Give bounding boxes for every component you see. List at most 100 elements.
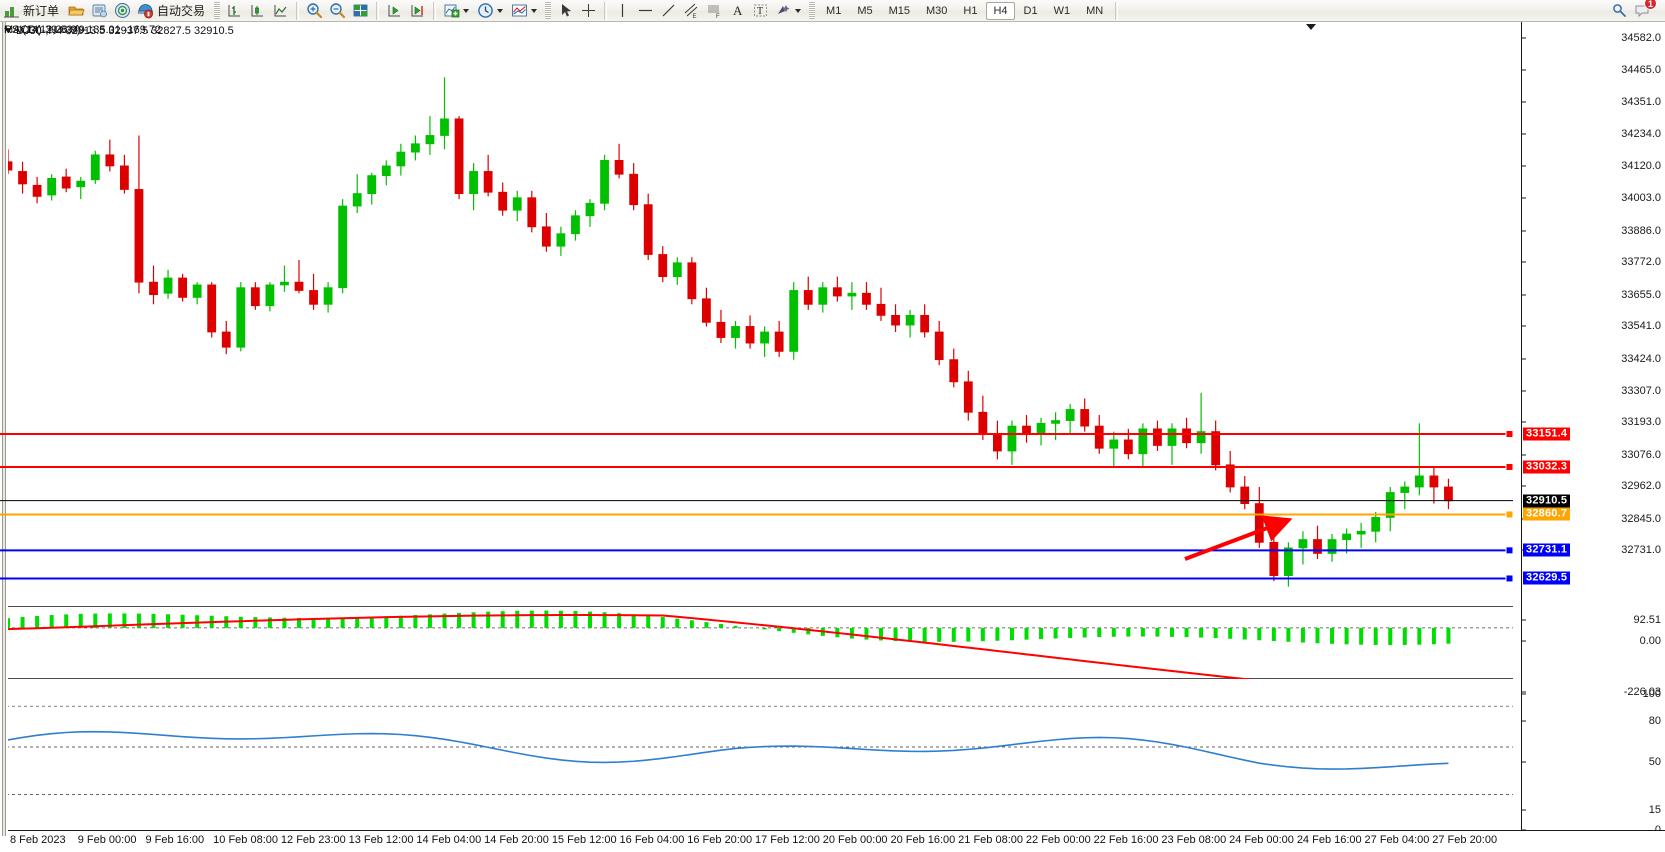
svg-text:F: F xyxy=(716,14,720,19)
price-level-label-resistance[interactable]: 33151.4 xyxy=(1523,428,1570,441)
macd-tick-mark xyxy=(1522,692,1526,693)
toolbar-separator xyxy=(545,2,551,19)
templates-button[interactable] xyxy=(509,1,541,21)
toolbar-separator xyxy=(376,2,379,20)
bar-chart-icon xyxy=(226,2,243,19)
price-panel[interactable]: DJ30-,H4 32913.5 32937.5 32827.5 32910.5 xyxy=(0,22,1513,606)
line-chart-icon xyxy=(272,2,289,19)
signal-icon xyxy=(114,2,131,19)
messages-button[interactable]: 1 xyxy=(1632,1,1653,21)
vertical-line-tool-button[interactable] xyxy=(612,1,633,21)
toolbar-separator xyxy=(296,2,299,20)
rsi-tick-label: 15 xyxy=(1649,804,1661,816)
price-tick-label: 34582.0 xyxy=(1621,32,1661,44)
profiles-button[interactable] xyxy=(66,1,87,21)
toolbar-separator xyxy=(433,2,436,20)
price-tick-label: 34234.0 xyxy=(1621,128,1661,140)
price-tick-mark xyxy=(1522,165,1526,166)
chevron-down-icon[interactable] xyxy=(531,9,537,13)
price-tick-label: 33307.0 xyxy=(1621,385,1661,397)
rsi-tick-mark xyxy=(1522,694,1526,695)
price-tick-mark xyxy=(1522,38,1526,39)
market-watch-button[interactable] xyxy=(112,1,133,21)
timeframe-mn[interactable]: MN xyxy=(1079,2,1110,20)
chart-scroll-caret-icon[interactable] xyxy=(1306,24,1316,30)
chevron-down-icon[interactable] xyxy=(463,9,469,13)
price-tick-label: 33886.0 xyxy=(1621,225,1661,237)
timeframe-m30[interactable]: M30 xyxy=(919,2,954,20)
timeframe-m1[interactable]: M1 xyxy=(819,2,848,20)
search-button[interactable] xyxy=(1609,1,1630,21)
data-window-button[interactable] xyxy=(350,1,371,21)
bar-chart-button[interactable] xyxy=(224,1,245,21)
auto-scroll-button[interactable] xyxy=(407,1,428,21)
timeframe-m15[interactable]: M15 xyxy=(882,2,917,20)
equidistant-channel-tool-button[interactable]: E xyxy=(681,1,702,21)
svg-text:T: T xyxy=(757,6,763,17)
arrows-tool-button[interactable] xyxy=(773,1,805,21)
chevron-down-icon[interactable] xyxy=(497,9,503,13)
macd-panel[interactable]: MACD(12,26,9) -135.01 -169.72 xyxy=(0,606,1513,678)
folder-icon xyxy=(68,2,85,19)
price-tick-mark xyxy=(1522,198,1526,199)
svg-text:A: A xyxy=(733,3,743,18)
zoom-in-button[interactable] xyxy=(304,1,325,21)
line-chart-button[interactable] xyxy=(270,1,291,21)
rsi-series xyxy=(0,679,1513,815)
price-level-label-resistance[interactable]: 33032.3 xyxy=(1523,460,1570,473)
text-label-tool-button[interactable]: T xyxy=(750,1,771,21)
autotrading-icon xyxy=(137,2,154,19)
macd-tick-mark xyxy=(1522,640,1526,641)
macd-tick-mark xyxy=(1522,620,1526,621)
rsi-panel[interactable]: RSI(14) 39.8349 xyxy=(0,678,1513,814)
crosshair-tool-button[interactable] xyxy=(578,1,599,21)
timeframe-h1[interactable]: H1 xyxy=(956,2,984,20)
toolbar-separator xyxy=(1115,2,1118,20)
candlestick-chart-button[interactable] xyxy=(247,1,268,21)
rsi-tick-label: 80 xyxy=(1649,715,1661,727)
scroll-chart-start-button[interactable] xyxy=(384,1,405,21)
crosshair-icon xyxy=(580,2,597,19)
autotrading-button[interactable]: 自动交易 xyxy=(135,1,210,21)
price-tick-label: 33076.0 xyxy=(1621,449,1661,461)
new-order-button[interactable]: 新订单 xyxy=(1,1,64,21)
text-tool-button[interactable]: A xyxy=(727,1,748,21)
autotrading-label: 自动交易 xyxy=(154,2,208,19)
terminal-button[interactable] xyxy=(89,1,110,21)
timeframe-w1[interactable]: W1 xyxy=(1047,2,1078,20)
trendline-tool-button[interactable] xyxy=(658,1,679,21)
terminal-window-icon xyxy=(91,2,108,19)
price-tick-mark xyxy=(1522,262,1526,263)
horizontal-line-tool-button[interactable] xyxy=(635,1,656,21)
fibonacci-tool-button[interactable]: F xyxy=(704,1,725,21)
cursor-tool-button[interactable] xyxy=(555,1,576,21)
price-level-label-order[interactable]: 32860.7 xyxy=(1523,508,1570,521)
timeframe-h4[interactable]: H4 xyxy=(986,2,1014,20)
arrows-icon xyxy=(775,2,792,19)
timeframe-m5[interactable]: M5 xyxy=(850,2,879,20)
price-tick-label: 32731.0 xyxy=(1621,544,1661,556)
add-indicator-button[interactable] xyxy=(441,1,473,21)
chart-window[interactable]: DJ30-,H4 32913.5 32937.5 32827.5 32910.5… xyxy=(0,22,1665,836)
price-tick-label: 32845.0 xyxy=(1621,513,1661,525)
price-level-label-current-price[interactable]: 32910.5 xyxy=(1523,494,1570,507)
price-tick-label: 32962.0 xyxy=(1621,480,1661,492)
period-button[interactable] xyxy=(475,1,507,21)
text-label-icon: T xyxy=(752,2,769,19)
search-icon xyxy=(1611,2,1628,19)
timeframe-d1[interactable]: D1 xyxy=(1017,2,1045,20)
zoom-out-button[interactable] xyxy=(327,1,348,21)
cursor-arrow-icon xyxy=(557,2,574,19)
notification-badge: 1 xyxy=(1644,0,1657,10)
indicator-add-icon xyxy=(443,2,460,19)
chevron-down-icon[interactable] xyxy=(795,9,801,13)
price-tick-label: 33541.0 xyxy=(1621,320,1661,332)
toolbar-separator xyxy=(604,2,607,20)
price-level-label-support[interactable]: 32731.1 xyxy=(1523,544,1570,557)
price-level-label-support[interactable]: 32629.5 xyxy=(1523,572,1570,585)
price-tick-mark xyxy=(1522,422,1526,423)
price-tick-mark xyxy=(1522,70,1526,71)
chart-shift-right-icon xyxy=(386,2,403,19)
